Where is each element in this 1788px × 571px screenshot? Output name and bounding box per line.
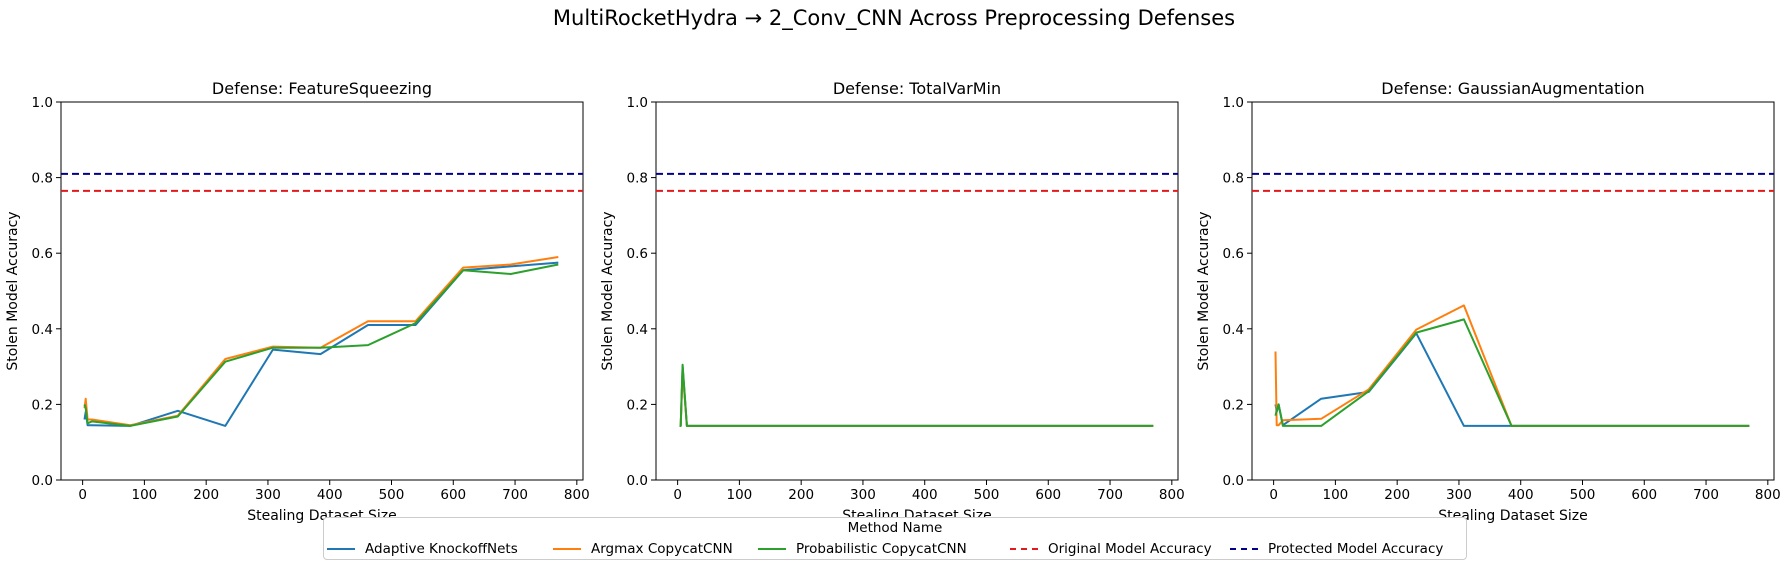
legend-label: Original Model Accuracy xyxy=(1048,541,1212,557)
legend-item-adaptive-knockoffnets: Adaptive KnockoffNets xyxy=(327,541,518,557)
series-line-adaptive-knockoffnets xyxy=(1274,332,1750,427)
x-tick-label: 400 xyxy=(1508,487,1534,503)
subplot-1: Defense: FeatureSqueezing 0 100 200 300 400 50… xyxy=(5,79,590,524)
x-tick-label: 200 xyxy=(193,487,219,503)
series-line-adaptive-knockoffnets xyxy=(679,365,1154,427)
x-axis-label: Stealing Dataset Size xyxy=(1438,508,1588,524)
x-tick-label: 100 xyxy=(727,487,753,503)
y-tick-label: 0.6 xyxy=(627,246,648,262)
y-tick-label: 0.8 xyxy=(1223,171,1244,187)
y-tick-label: 0.4 xyxy=(32,322,53,338)
x-tick-label: 600 xyxy=(1631,487,1657,503)
y-tick-label: 1.0 xyxy=(627,95,648,111)
legend-swatch xyxy=(758,548,786,550)
subplot-title: Defense: FeatureSqueezing xyxy=(212,79,432,98)
x-tick-label: 500 xyxy=(1570,487,1596,503)
legend: Method Name Adaptive KnockoffNets Argmax… xyxy=(323,517,1467,560)
x-tick-label: 600 xyxy=(440,487,466,503)
series-line-probabilistic-copycatcnn xyxy=(83,263,559,427)
legend-label: Probabilistic CopycatCNN xyxy=(796,541,967,557)
x-tick-label: 200 xyxy=(788,487,814,503)
y-tick-label: 0.0 xyxy=(1223,473,1244,489)
axes-frame xyxy=(60,101,584,481)
legend-item-original-model-accuracy: Original Model Accuracy xyxy=(1010,541,1212,557)
x-tick-label: 300 xyxy=(255,487,281,503)
subplot-2: Defense: TotalVarMin 0 100 200 300 400 500 600 7… xyxy=(600,79,1185,524)
axes-frame xyxy=(1251,101,1775,481)
x-tick-label: 200 xyxy=(1384,487,1410,503)
figure-title: MultiRocketHydra → 2_Conv_CNN Across Pre… xyxy=(552,6,1236,30)
x-tick-label: 400 xyxy=(912,487,938,503)
legend-swatch xyxy=(1230,548,1258,550)
x-tick-label: 0 xyxy=(1269,487,1278,503)
x-tick-label: 600 xyxy=(1035,487,1061,503)
legend-title: Method Name xyxy=(847,520,943,536)
series-line-argmax-copycatcnn xyxy=(83,256,559,427)
y-tick-label: 1.0 xyxy=(32,95,53,111)
subplot-title: Defense: TotalVarMin xyxy=(833,79,1001,98)
series-line-probabilistic-copycatcnn xyxy=(679,363,1154,427)
x-tick-label: 500 xyxy=(974,487,1000,503)
x-tick-label: 700 xyxy=(502,487,528,503)
x-tick-label: 800 xyxy=(564,487,590,503)
axes-frame xyxy=(655,101,1179,481)
y-tick-label: 0.4 xyxy=(1223,322,1244,338)
x-tick-label: 800 xyxy=(1159,487,1185,503)
series-line-adaptive-knockoffnets xyxy=(83,261,559,427)
subplot-title: Defense: GaussianAugmentation xyxy=(1381,79,1644,98)
legend-item-argmax-copycatcnn: Argmax CopycatCNN xyxy=(553,541,733,557)
x-tick-label: 0 xyxy=(673,487,682,503)
x-tick-label: 700 xyxy=(1693,487,1719,503)
subplot-3: Defense: GaussianAugmentation 0 100 200 300 4… xyxy=(1196,79,1781,524)
y-tick-label: 0.6 xyxy=(32,246,53,262)
y-axis-label: Stolen Model Accuracy xyxy=(600,211,616,370)
y-tick-label: 0.2 xyxy=(1223,397,1244,413)
y-tick-label: 0.0 xyxy=(32,473,53,489)
y-tick-label: 0.4 xyxy=(627,322,648,338)
x-tick-label: 0 xyxy=(78,487,87,503)
legend-label: Protected Model Accuracy xyxy=(1268,541,1444,557)
y-tick-label: 0.8 xyxy=(627,171,648,187)
x-tick-label: 300 xyxy=(850,487,876,503)
x-tick-label: 700 xyxy=(1097,487,1123,503)
y-tick-label: 0.2 xyxy=(627,397,648,413)
y-tick-label: 0.2 xyxy=(32,397,53,413)
series-line-argmax-copycatcnn xyxy=(679,369,1154,427)
series-line-probabilistic-copycatcnn xyxy=(1274,318,1750,427)
y-tick-label: 0.0 xyxy=(627,473,648,489)
y-axis-label: Stolen Model Accuracy xyxy=(5,211,21,370)
y-tick-label: 0.6 xyxy=(1223,246,1244,262)
x-tick-label: 500 xyxy=(379,487,405,503)
legend-item-protected-model-accuracy: Protected Model Accuracy xyxy=(1230,541,1443,557)
legend-item-probabilistic-copycatcnn: Probabilistic CopycatCNN xyxy=(758,541,967,557)
legend-swatch xyxy=(1010,548,1038,550)
legend-swatch xyxy=(553,548,581,550)
x-tick-label: 300 xyxy=(1446,487,1472,503)
x-tick-label: 100 xyxy=(132,487,158,503)
x-tick-label: 800 xyxy=(1755,487,1781,503)
y-axis-label: Stolen Model Accuracy xyxy=(1196,211,1212,370)
legend-swatch xyxy=(327,548,355,550)
legend-label: Adaptive KnockoffNets xyxy=(365,541,518,557)
legend-label: Argmax CopycatCNN xyxy=(591,541,733,557)
y-tick-label: 1.0 xyxy=(1223,95,1244,111)
x-tick-label: 100 xyxy=(1323,487,1349,503)
y-tick-label: 0.8 xyxy=(32,171,53,187)
x-tick-label: 400 xyxy=(317,487,343,503)
